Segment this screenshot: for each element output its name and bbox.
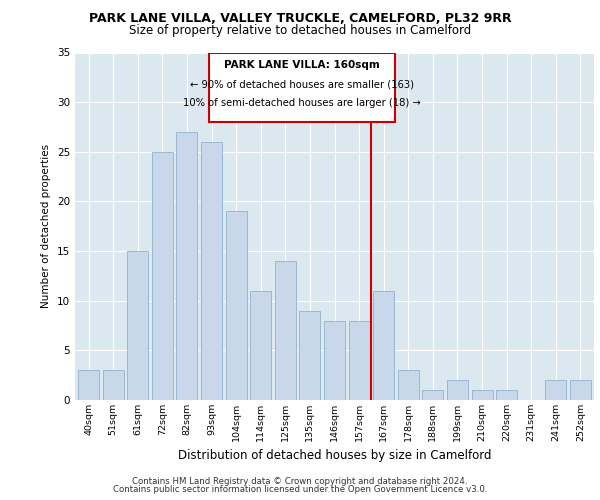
X-axis label: Distribution of detached houses by size in Camelford: Distribution of detached houses by size … — [178, 450, 491, 462]
Bar — [472, 390, 493, 400]
Bar — [545, 380, 566, 400]
Bar — [209, 52, 395, 122]
Bar — [398, 370, 419, 400]
Bar — [127, 251, 148, 400]
Text: PARK LANE VILLA: 160sqm: PARK LANE VILLA: 160sqm — [224, 60, 380, 70]
Bar — [324, 320, 345, 400]
Bar — [349, 320, 370, 400]
Bar — [447, 380, 468, 400]
Text: Size of property relative to detached houses in Camelford: Size of property relative to detached ho… — [129, 24, 471, 37]
Bar — [103, 370, 124, 400]
Bar — [226, 212, 247, 400]
Bar — [422, 390, 443, 400]
Text: PARK LANE VILLA, VALLEY TRUCKLE, CAMELFORD, PL32 9RR: PARK LANE VILLA, VALLEY TRUCKLE, CAMELFO… — [89, 12, 511, 26]
Bar — [496, 390, 517, 400]
Y-axis label: Number of detached properties: Number of detached properties — [41, 144, 52, 308]
Bar — [201, 142, 222, 400]
Bar — [152, 152, 173, 400]
Text: ← 90% of detached houses are smaller (163): ← 90% of detached houses are smaller (16… — [190, 80, 414, 90]
Text: 10% of semi-detached houses are larger (18) →: 10% of semi-detached houses are larger (… — [183, 98, 421, 108]
Text: Contains public sector information licensed under the Open Government Licence v3: Contains public sector information licen… — [113, 485, 487, 494]
Bar — [250, 291, 271, 400]
Bar — [570, 380, 591, 400]
Bar — [275, 261, 296, 400]
Bar — [299, 310, 320, 400]
Bar — [78, 370, 99, 400]
Text: Contains HM Land Registry data © Crown copyright and database right 2024.: Contains HM Land Registry data © Crown c… — [132, 477, 468, 486]
Bar — [373, 291, 394, 400]
Bar — [176, 132, 197, 400]
